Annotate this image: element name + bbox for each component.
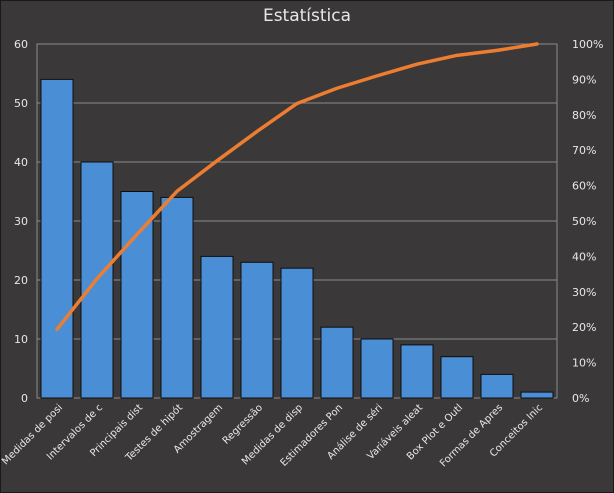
bar [400,344,434,399]
bar [240,261,274,399]
right-y-tick-label: 50% [572,215,596,228]
right-y-axis-ticks: 0% 10% 20% 30% 40% 50% 60% 70% 80% 90% 100% [572,38,603,405]
right-y-tick-label: 100% [572,38,603,51]
bar [120,191,154,399]
bar [440,356,474,399]
bar [160,196,194,399]
bar [320,326,354,399]
left-y-tick-label: 10 [14,333,28,346]
bar [480,373,514,399]
left-y-tick-label: 30 [14,215,28,228]
right-y-tick-label: 10% [572,357,596,370]
bar [360,338,394,399]
right-y-tick-label: 70% [572,144,596,157]
right-y-tick-label: 0% [572,392,589,405]
right-y-tick-label: 40% [572,250,596,263]
right-y-tick-label: 60% [572,180,596,193]
right-y-tick-label: 80% [572,109,596,122]
left-y-tick-label: 40 [14,156,28,169]
left-y-tick-label: 60 [14,38,28,51]
left-y-axis-ticks: 0 10 20 30 40 50 60 [14,38,28,405]
right-y-tick-label: 20% [572,321,596,334]
left-y-tick-label: 20 [14,274,28,287]
bar [200,255,234,399]
left-y-tick-label: 0 [21,392,28,405]
bar [520,391,554,399]
cumulative-line [55,42,539,332]
bar-series [40,78,554,399]
left-y-tick-label: 50 [14,97,28,110]
bar [280,267,314,399]
bar [40,78,74,399]
right-y-tick-label: 90% [572,73,596,86]
right-y-tick-label: 30% [572,286,596,299]
chart-title: Estatística [262,6,352,26]
cumulative-line-series [55,42,539,332]
